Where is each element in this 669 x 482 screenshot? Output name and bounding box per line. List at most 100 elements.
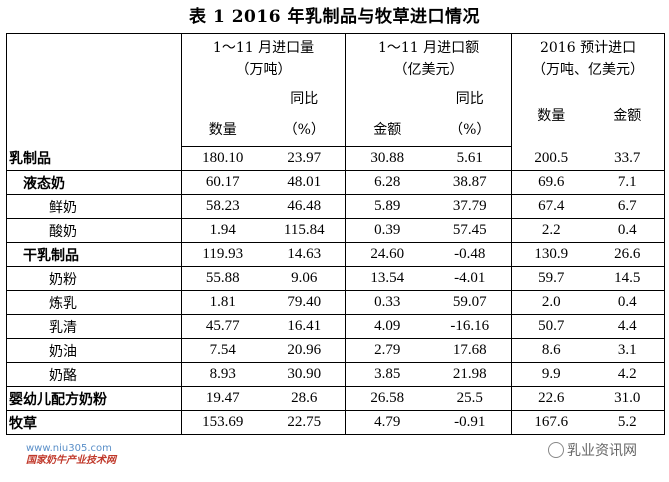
- table-cell: 0.39: [345, 218, 429, 243]
- header-import-value: 1～11 月进口额 （亿美元）: [345, 33, 513, 84]
- watermark-left-url: www.niu305.com: [26, 443, 112, 454]
- table-cell: 45.77: [181, 314, 264, 339]
- row-label: 液态奶: [6, 170, 182, 195]
- table-row: 牧草 153.69 22.75 4.79 -0.91 167.6 5.2: [6, 410, 666, 435]
- table-cell: 21.98: [428, 362, 513, 387]
- table-cell: 3.1: [590, 338, 666, 363]
- table-cell: 22.75: [263, 410, 347, 435]
- table-cell: 7.54: [181, 338, 264, 363]
- row-label: 乳制品: [6, 146, 182, 171]
- table-cell: 0.33: [345, 290, 429, 315]
- table-cell: 6.7: [590, 194, 666, 219]
- table-row: 婴幼儿配方奶粉 19.47 28.6 26.58 25.5 22.6 31.0: [6, 386, 666, 411]
- table-cell: 58.23: [181, 194, 264, 219]
- table-cell: 2.0: [511, 290, 591, 315]
- header-forecast-qty: 数量: [537, 108, 566, 125]
- table-cell: 9.06: [263, 266, 347, 291]
- table-cell: 37.79: [428, 194, 513, 219]
- table-cell: -16.16: [428, 314, 513, 339]
- header-amt-yoy: 同比: [428, 84, 513, 112]
- table-cell: 4.09: [345, 314, 429, 339]
- header-forecast: 2016 预计进口 （万吨、亿美元）: [511, 33, 666, 84]
- table-cell: 115.84: [263, 218, 347, 243]
- table-cell: 9.9: [511, 362, 591, 387]
- table-row: 鲜奶 58.23 46.48 5.89 37.79 67.4 6.7: [6, 194, 666, 219]
- table-cell: 1.94: [181, 218, 264, 243]
- watermark-left: www.niu305.com 国家奶牛产业技术网: [26, 443, 116, 467]
- watermark-left-text: 国家奶牛产业技术网: [26, 455, 116, 466]
- table-cell: 153.69: [181, 410, 264, 435]
- table-cell: 6.28: [345, 170, 429, 195]
- table-cell: 60.17: [181, 170, 264, 195]
- header-amount-pct: （%）: [428, 112, 513, 147]
- table-cell: 180.10: [202, 150, 244, 166]
- table-cell: 2.79: [345, 338, 429, 363]
- table-cell: 59.07: [428, 290, 513, 315]
- table-cell: 28.6: [263, 386, 347, 411]
- table-cell: 25.5: [428, 386, 513, 411]
- row-label: 奶油: [6, 338, 182, 363]
- table-cell: -0.91: [428, 410, 513, 435]
- table-cell: 55.88: [181, 266, 264, 291]
- table-cell: 30.90: [263, 362, 347, 387]
- table-cell: 119.93: [181, 242, 264, 267]
- table-row: 干乳制品 119.93 14.63 24.60 -0.48 130.9 26.6: [6, 242, 666, 267]
- row-label: 酸奶: [6, 218, 182, 243]
- table-row: 酸奶 1.94 115.84 0.39 57.45 2.2 0.4: [6, 218, 666, 243]
- table-cell: 48.01: [263, 170, 347, 195]
- header-qty: 数量: [181, 112, 264, 147]
- table-cell: 14.63: [263, 242, 347, 267]
- watermark-right-text: 乳业资讯网: [567, 443, 637, 459]
- table-cell: 13.54: [345, 266, 429, 291]
- table-cell: 167.6: [511, 410, 591, 435]
- table-cell: 0.4: [590, 218, 666, 243]
- header-qty-pct: （%）: [263, 112, 347, 147]
- table-cell: 17.68: [428, 338, 513, 363]
- table-cell: 31.0: [590, 386, 666, 411]
- header-import-volume-unit: （万吨）: [235, 62, 292, 78]
- table-cell: 69.6: [511, 170, 591, 195]
- table-row: 乳制品 180.10 23.97 30.88 5.61 200.5 33.7: [6, 146, 666, 171]
- table-cell: 14.5: [590, 266, 666, 291]
- header-import-value-unit: （亿美元）: [393, 62, 464, 78]
- row-label: 牧草: [6, 410, 182, 435]
- table-cell: 79.40: [263, 290, 347, 315]
- row-label: 奶酪: [6, 362, 182, 387]
- table-cell: 1.81: [181, 290, 264, 315]
- table-row: 奶酪 8.93 30.90 3.85 21.98 9.9 4.2: [6, 362, 666, 387]
- header-forecast-amount: 金额: [590, 84, 666, 147]
- table-cell: 5.2: [590, 410, 666, 435]
- header-qty-top: [181, 84, 264, 112]
- table-cell: 130.9: [511, 242, 591, 267]
- row-label: 鲜奶: [6, 194, 182, 219]
- table-cell: 38.87: [428, 170, 513, 195]
- table-cell: 26.6: [590, 242, 666, 267]
- table-cell: 57.45: [428, 218, 513, 243]
- header-import-volume: 1～11 月进口量 （万吨）: [181, 33, 347, 84]
- table-cell: 46.48: [263, 194, 347, 219]
- table-cell: 3.85: [345, 362, 429, 387]
- header-blank: [6, 33, 182, 147]
- table-row: 乳清 45.77 16.41 4.09 -16.16 50.7 4.4: [6, 314, 666, 339]
- table-cell: 30.88: [370, 150, 405, 166]
- header-import-volume-label: 1～11 月进口量: [212, 40, 315, 56]
- table-cell: -4.01: [428, 266, 513, 291]
- row-label: 婴幼儿配方奶粉: [6, 386, 182, 411]
- import-table: 1～11 月进口量 （万吨） 1～11 月进口额 （亿美元） 2016 预计进口…: [6, 33, 666, 435]
- table-cell: 22.6: [511, 386, 591, 411]
- chat-bubble-icon: [548, 442, 564, 458]
- header-amount: 金额: [345, 112, 429, 147]
- table-cell: 8.93: [181, 362, 264, 387]
- table-cell: 24.60: [345, 242, 429, 267]
- table-row: 奶粉 55.88 9.06 13.54 -4.01 59.7 14.5: [6, 266, 666, 291]
- table-cell: 67.4: [511, 194, 591, 219]
- table-cell: 8.6: [511, 338, 591, 363]
- table-cell: 59.7: [511, 266, 591, 291]
- table-cell: 200.5: [534, 149, 569, 166]
- table-cell: 5.61: [428, 146, 513, 171]
- row-label: 干乳制品: [6, 242, 182, 267]
- header-forecast-unit: （万吨、亿美元）: [532, 62, 645, 78]
- table-title: 表 1 2016 年乳制品与牧草进口情况: [189, 7, 480, 27]
- table-cell: 26.58: [345, 386, 429, 411]
- table-cell: 7.1: [590, 170, 666, 195]
